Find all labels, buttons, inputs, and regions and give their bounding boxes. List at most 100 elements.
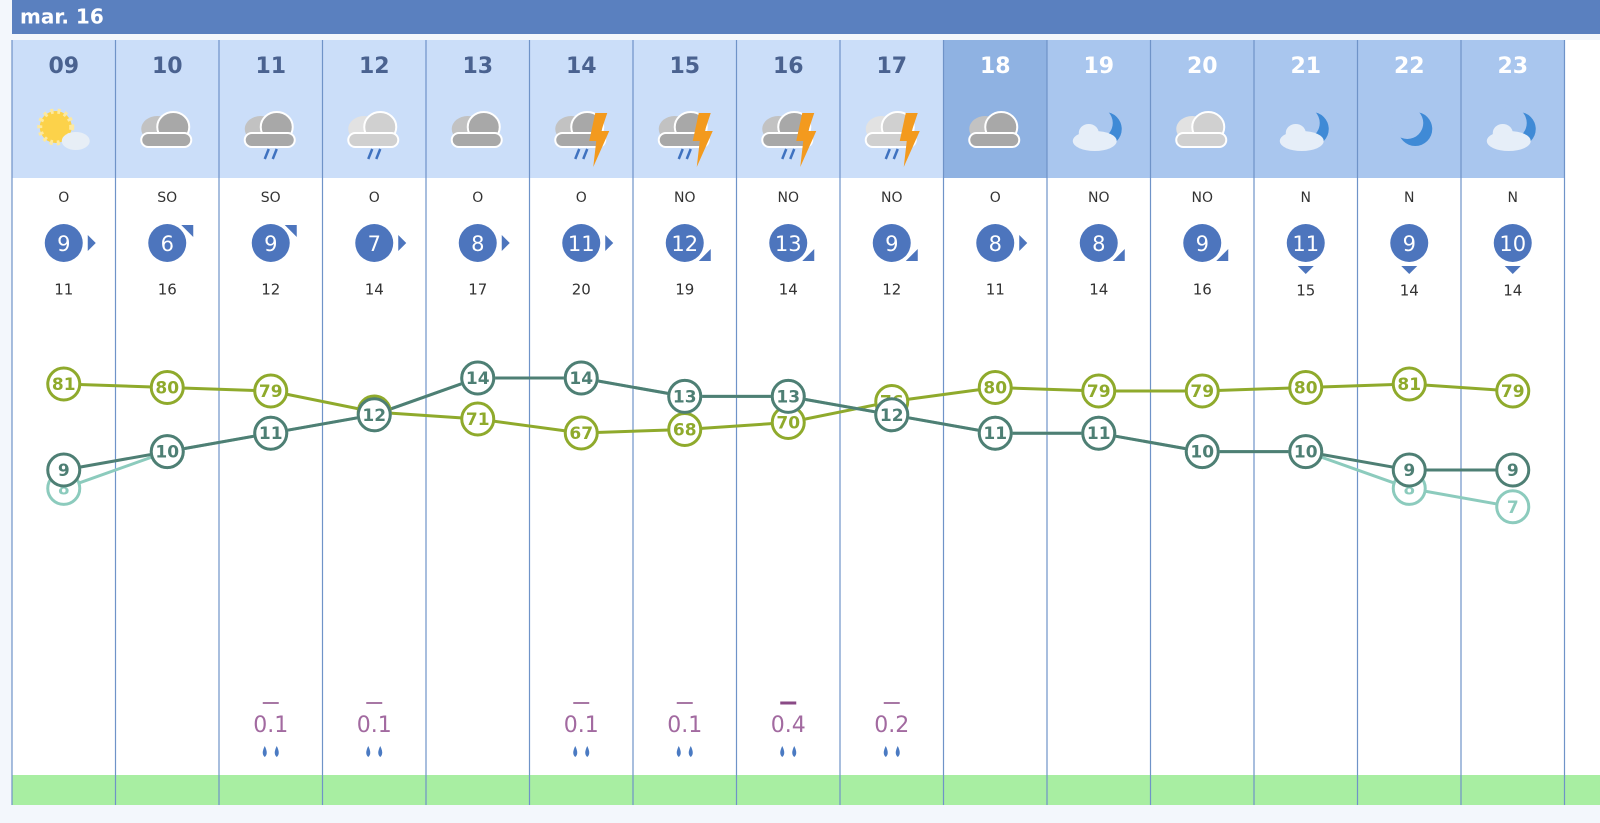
wind-speed: 10 bbox=[1499, 232, 1526, 256]
wind-badge bbox=[1079, 224, 1118, 262]
hour-cell bbox=[322, 40, 426, 178]
humidity-label: 68 bbox=[673, 421, 697, 441]
hour-cell bbox=[736, 40, 840, 178]
humidity-marker bbox=[977, 370, 1013, 405]
drops bbox=[366, 746, 371, 757]
hour-label: 09 bbox=[48, 54, 79, 79]
wind-direction: NO bbox=[1192, 190, 1214, 206]
precipitation: 0.1 bbox=[253, 713, 288, 738]
temperature-label: 9 bbox=[1403, 461, 1415, 481]
humidity-marker bbox=[1288, 370, 1324, 405]
humidity-label: 67 bbox=[569, 424, 593, 444]
humidity-marker bbox=[253, 373, 289, 409]
wind-badge bbox=[872, 224, 911, 262]
temperature-label: 14 bbox=[466, 369, 490, 389]
feels-like-label: 7 bbox=[1507, 498, 1519, 518]
wind-badge bbox=[44, 224, 83, 262]
cloud bbox=[140, 132, 193, 148]
humidity-label: 81 bbox=[52, 375, 76, 395]
feels-like-label: 8 bbox=[1403, 479, 1415, 499]
temperature-marker bbox=[667, 378, 703, 414]
hour-label: 17 bbox=[876, 54, 907, 79]
drop bbox=[582, 148, 589, 160]
feels-like-label: 8 bbox=[58, 479, 70, 499]
date-title: mar. 16 bbox=[20, 5, 104, 29]
temperature-marker bbox=[1184, 434, 1220, 470]
humidity-label: 80 bbox=[983, 379, 1007, 399]
wind-badge bbox=[1183, 224, 1222, 262]
wind-arrow bbox=[181, 225, 194, 237]
wind-speed: 9 bbox=[885, 232, 898, 256]
wind-direction: O bbox=[58, 190, 69, 206]
humidity-marker bbox=[460, 401, 496, 437]
temperature-marker bbox=[356, 397, 392, 433]
cloud bbox=[1492, 124, 1513, 142]
temperature-label: 13 bbox=[776, 387, 800, 407]
temperature-label: 12 bbox=[880, 406, 904, 426]
temperature-label: 11 bbox=[259, 424, 283, 444]
drops bbox=[573, 746, 578, 757]
hour-label: 15 bbox=[669, 54, 700, 79]
gust: 20 bbox=[572, 281, 591, 299]
gust: 19 bbox=[675, 281, 694, 299]
hour-label: 11 bbox=[255, 54, 286, 79]
wind-direction: SO bbox=[157, 190, 177, 206]
wind-arrow bbox=[1216, 249, 1229, 261]
wind-speed: 6 bbox=[161, 232, 174, 256]
drops bbox=[378, 746, 383, 757]
hour-label: 10 bbox=[152, 54, 183, 79]
temperature-label: 14 bbox=[569, 369, 593, 389]
wind-direction: SO bbox=[261, 190, 281, 206]
wind-arrow bbox=[905, 249, 918, 261]
wind-speed: 9 bbox=[1196, 232, 1209, 256]
drop bbox=[574, 148, 581, 160]
cloud bbox=[61, 132, 90, 150]
header-bar bbox=[12, 0, 1600, 34]
wind-badge bbox=[769, 224, 808, 262]
cloud bbox=[1078, 124, 1099, 142]
temperature-marker bbox=[770, 378, 806, 414]
cloud bbox=[243, 132, 296, 148]
drop bbox=[781, 148, 788, 160]
wind-arrow bbox=[698, 249, 711, 261]
gust: 14 bbox=[365, 281, 384, 299]
humidity-label: 79 bbox=[1190, 382, 1214, 402]
wind-direction: NO bbox=[778, 190, 800, 206]
wind-arrow bbox=[605, 235, 614, 251]
hour-label: 18 bbox=[980, 54, 1011, 79]
temperature-marker bbox=[460, 360, 496, 396]
wind-direction: N bbox=[1404, 190, 1414, 206]
gust: 16 bbox=[158, 281, 177, 299]
gust: 14 bbox=[1400, 282, 1419, 300]
wind-badge bbox=[1493, 224, 1532, 262]
cloud bbox=[1285, 124, 1306, 142]
humidity-label: 70 bbox=[776, 414, 800, 434]
wind-speed: 11 bbox=[568, 232, 595, 256]
temperature-marker bbox=[253, 415, 289, 451]
feels-like-marker bbox=[1495, 489, 1531, 525]
humidity-marker bbox=[149, 370, 185, 405]
wind-speed: 8 bbox=[471, 232, 484, 256]
precipitation: 0.1 bbox=[667, 713, 702, 738]
wind-direction: NO bbox=[674, 190, 696, 206]
temperature-marker bbox=[1081, 415, 1117, 451]
hour-label: 14 bbox=[566, 54, 597, 79]
sun bbox=[37, 108, 75, 146]
cloud bbox=[347, 132, 400, 148]
precipitation: 0.4 bbox=[771, 713, 806, 738]
hour-cell bbox=[115, 40, 219, 178]
temperature-label: 10 bbox=[1294, 443, 1318, 463]
hour-label: 20 bbox=[1187, 54, 1218, 79]
wind-speed: 8 bbox=[1092, 232, 1105, 256]
drops bbox=[262, 746, 267, 757]
wind-arrow bbox=[1112, 249, 1125, 261]
hour-cell bbox=[1150, 40, 1254, 178]
wind-arrow bbox=[1297, 266, 1314, 274]
lightning bbox=[899, 113, 920, 167]
gust: 12 bbox=[882, 281, 901, 299]
wind-arrow bbox=[1401, 266, 1418, 274]
hour-label: 13 bbox=[462, 54, 493, 79]
wind-badge bbox=[1286, 224, 1325, 262]
